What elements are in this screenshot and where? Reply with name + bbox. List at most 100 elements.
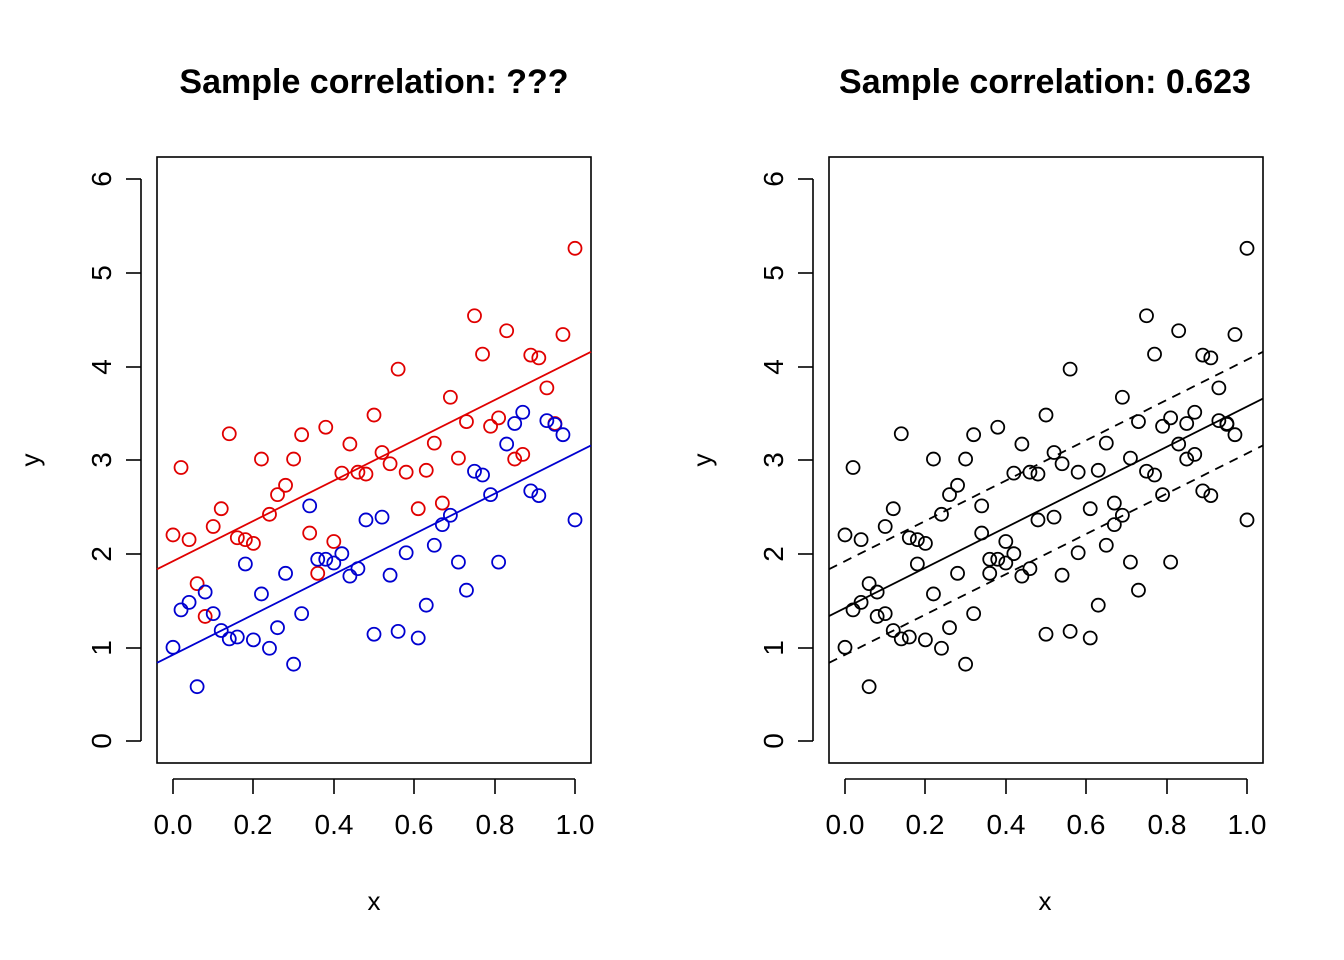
data-point (1030, 466, 1046, 482)
dashed-regression-line (828, 444, 1264, 664)
data-point (966, 606, 982, 622)
fit-lines (156, 350, 592, 664)
data-point (990, 551, 1006, 567)
data-point (434, 517, 450, 533)
data-point (390, 624, 406, 639)
x-tick: 0.2 (906, 779, 945, 840)
data-point (869, 609, 885, 624)
data-point (950, 477, 965, 493)
y-tick: 6 (86, 171, 141, 187)
data-point (1022, 561, 1038, 577)
data-point (1006, 546, 1022, 562)
data-point (467, 308, 482, 324)
y-tick: 6 (758, 171, 813, 187)
x-tick: 0.8 (1148, 779, 1186, 840)
x-tick-label: 0.0 (154, 809, 193, 840)
data-point (418, 462, 434, 478)
data-point (531, 488, 547, 503)
y-tick: 0 (86, 733, 141, 749)
data-point (418, 597, 434, 613)
x-tick: 1.0 (556, 779, 594, 840)
data-point (1046, 509, 1062, 525)
data-point (366, 407, 382, 423)
data-point (837, 527, 853, 543)
fit-lines (828, 350, 1264, 664)
data-point (845, 602, 861, 618)
data-point (1082, 630, 1098, 646)
x-tick: 0.4 (315, 779, 353, 840)
data-point (229, 530, 245, 546)
data-point (1062, 624, 1078, 639)
data-point (205, 519, 221, 534)
data-point (1038, 626, 1054, 642)
x-ticks: 0.0 0.2 0.4 0.6 0.8 1.0 (154, 779, 594, 840)
x-tick-label: 0.2 (906, 809, 945, 840)
data-point (483, 418, 498, 434)
x-tick: 0.6 (395, 779, 434, 840)
data-point (547, 417, 563, 432)
data-point (294, 427, 310, 443)
x-tick-label: 0.8 (476, 809, 515, 840)
x-ticks: 0.0 0.2 0.4 0.6 0.8 1.0 (826, 779, 1267, 840)
data-point (1187, 446, 1203, 462)
data-point (918, 632, 933, 648)
data-point (1062, 361, 1078, 377)
x-axis: 0.0 0.2 0.4 0.6 0.8 1.0 x (826, 778, 1267, 916)
y-axis-label: y (687, 454, 717, 467)
x-tick-label: 0.6 (1067, 809, 1106, 840)
y-tick: 5 (86, 265, 141, 281)
data-point (1239, 512, 1255, 528)
data-point (451, 554, 466, 570)
data-point (326, 534, 342, 549)
data-point (1139, 308, 1154, 324)
y-tick-label: 2 (758, 546, 789, 562)
data-point (1054, 567, 1070, 583)
data-point (334, 465, 350, 481)
data-point (567, 512, 583, 528)
y-tick-label: 3 (758, 452, 789, 468)
data-points (165, 240, 583, 695)
x-tick: 0.2 (234, 779, 273, 840)
data-point (942, 487, 957, 503)
data-point (523, 347, 539, 363)
data-point (181, 594, 197, 610)
data-point (434, 495, 450, 511)
x-tick-label: 1.0 (1228, 809, 1267, 840)
data-point (366, 626, 382, 642)
data-point (197, 584, 213, 600)
regression-line (156, 350, 592, 570)
x-tick-label: 0.6 (395, 809, 434, 840)
data-point (1171, 323, 1187, 339)
data-point (262, 640, 277, 656)
data-point (1211, 380, 1227, 396)
y-tick-label: 2 (86, 546, 117, 562)
data-point (483, 487, 498, 503)
x-tick-label: 0.0 (826, 809, 865, 840)
data-point (1195, 483, 1211, 499)
y-tick: 0 (758, 733, 813, 749)
data-point (1147, 346, 1162, 362)
data-point (221, 631, 237, 647)
data-point (1022, 464, 1038, 480)
data-point (539, 413, 555, 429)
data-point (254, 451, 269, 467)
y-tick-label: 1 (758, 640, 789, 656)
data-point (515, 404, 531, 420)
data-point (885, 623, 901, 638)
data-point (245, 535, 261, 551)
y-tick-label: 4 (758, 359, 789, 375)
data-point (974, 498, 990, 514)
data-point (286, 451, 302, 467)
data-point (459, 414, 474, 429)
data-point (358, 512, 374, 528)
data-point (1106, 495, 1122, 511)
data-point (1163, 410, 1179, 426)
data-point (1187, 404, 1203, 420)
x-tick-label: 0.2 (234, 809, 273, 840)
data-point (877, 519, 893, 534)
chart-title: Sample correlation: ??? (179, 63, 568, 101)
data-point (270, 487, 285, 503)
data-point (442, 389, 458, 405)
data-point (1179, 451, 1195, 467)
data-point (1139, 463, 1154, 479)
